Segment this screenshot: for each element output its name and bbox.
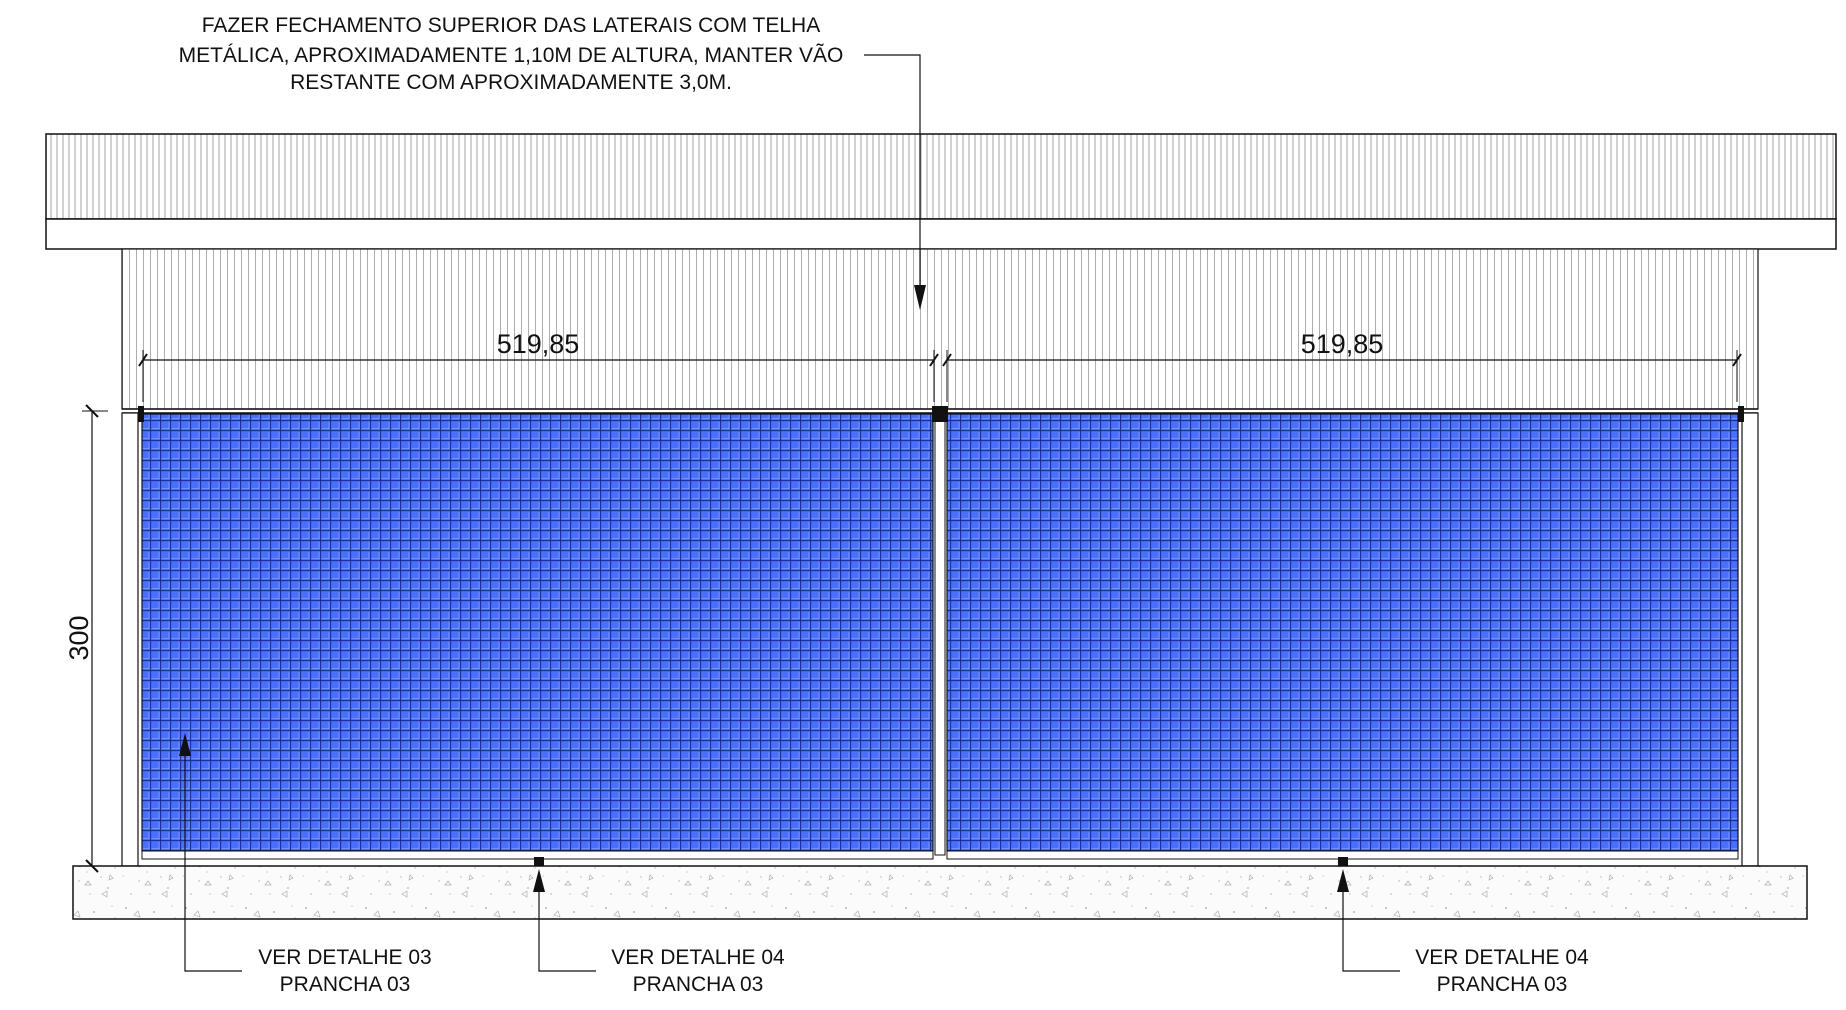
- callout-2-line-2: PRANCHA 03: [633, 973, 764, 996]
- callout-2: VER DETALHE 04 PRANCHA 03: [533, 869, 785, 996]
- dimension-left-value: 519,85: [497, 329, 580, 359]
- dimension-right: 519,85: [942, 329, 1742, 402]
- dimension-height: 300: [64, 404, 108, 873]
- callout-3-line-1: VER DETALHE 04: [1415, 946, 1589, 969]
- note-top-line-2: METÁLICA, APROXIMADAMENTE 1,10M DE ALTUR…: [179, 43, 844, 67]
- dimension-right-value: 519,85: [1301, 329, 1384, 359]
- note-top: FAZER FECHAMENTO SUPERIOR DAS LATERAIS C…: [179, 14, 926, 310]
- concrete-slab: [72, 865, 1808, 920]
- anchor-points: [534, 857, 1348, 866]
- callout-2-line-1: VER DETALHE 04: [611, 946, 785, 969]
- note-top-line-3: RESTANTE COM APROXIMADAMENTE 3,0M.: [290, 71, 732, 94]
- roof: [45, 133, 1837, 250]
- dimension-left: 519,85: [138, 329, 939, 402]
- dimension-height-value: 300: [64, 615, 94, 660]
- structure-columns: [121, 412, 1759, 867]
- mesh-panel-right: [946, 413, 1739, 860]
- note-top-line-1: FAZER FECHAMENTO SUPERIOR DAS LATERAIS C…: [202, 14, 820, 37]
- callout-1-line-2: PRANCHA 03: [280, 973, 411, 996]
- top-brackets: [138, 406, 1744, 422]
- callout-3: VER DETALHE 04 PRANCHA 03: [1337, 869, 1589, 996]
- callout-1: VER DETALHE 03 PRANCHA 03: [179, 733, 432, 996]
- metal-cladding: [121, 248, 1759, 414]
- callout-1-line-1: VER DETALHE 03: [258, 946, 432, 969]
- callout-3-line-2: PRANCHA 03: [1437, 973, 1568, 996]
- mesh-panel-left: [141, 413, 934, 860]
